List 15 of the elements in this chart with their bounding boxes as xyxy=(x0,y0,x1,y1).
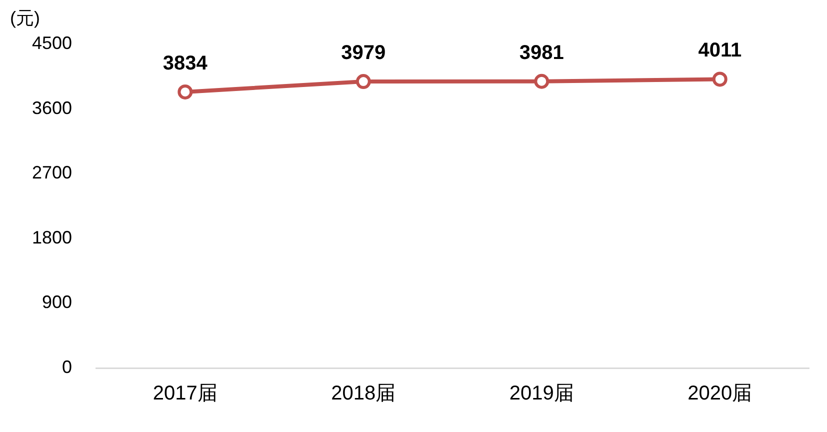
x-tick-label: 2018届 xyxy=(331,382,396,405)
y-tick-label: 900 xyxy=(42,292,72,312)
y-tick-label: 2700 xyxy=(32,162,72,183)
y-tick-label: 1800 xyxy=(32,227,72,248)
x-tick-label: 2019届 xyxy=(509,382,574,405)
x-tick-label: 2020届 xyxy=(688,382,752,405)
data-label: 3834 xyxy=(162,52,208,74)
x-tick-label: 2017届 xyxy=(152,382,218,405)
data-label: 3981 xyxy=(519,42,564,64)
y-tick-label: 3600 xyxy=(32,98,72,118)
data-label: 3979 xyxy=(341,42,386,64)
y-axis-title: (元) xyxy=(10,8,40,28)
y-tick-label: 4500 xyxy=(32,32,72,53)
data-label: 4011 xyxy=(698,40,742,62)
y-tick-label: 0 xyxy=(62,356,72,377)
